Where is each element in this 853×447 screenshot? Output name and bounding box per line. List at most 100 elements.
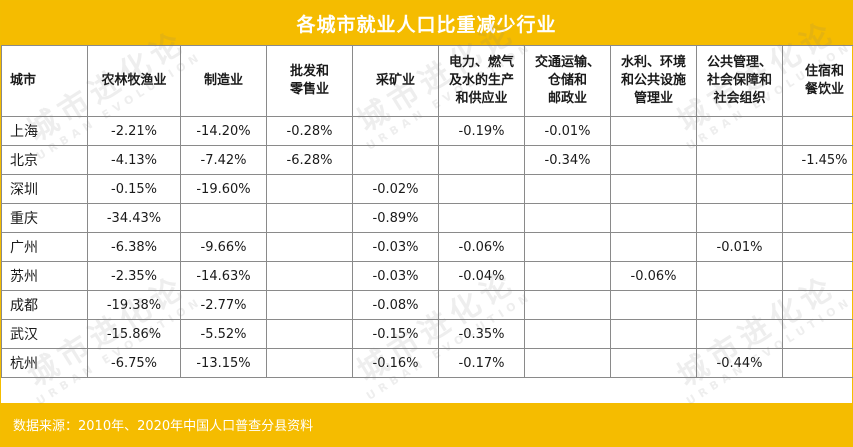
value-cell <box>782 261 853 291</box>
table-row: 北京 -4.13% -7.42% -6.28% -0.34% -1.45% <box>1 145 853 175</box>
table-row: 上海 -2.21% -14.20% -0.28% -0.19% -0.01% <box>1 116 853 146</box>
value-cell: -34.43% <box>87 203 181 233</box>
value-cell: -2.35% <box>87 261 181 291</box>
value-cell <box>266 174 353 204</box>
value-cell: -14.63% <box>180 261 267 291</box>
value-cell: -0.06% <box>438 232 525 262</box>
value-cell <box>438 290 525 320</box>
value-cell <box>610 348 697 378</box>
value-cell <box>696 203 783 233</box>
value-cell <box>696 174 783 204</box>
value-cell: -4.13% <box>87 145 181 175</box>
header-transport: 交通运输、 仓储和 邮政业 <box>524 45 611 117</box>
value-cell: -0.44% <box>696 348 783 378</box>
value-cell: -19.60% <box>180 174 267 204</box>
table-row: 武汉 -15.86% -5.52% -0.15% -0.35% <box>1 319 853 349</box>
value-cell: -0.01% <box>524 116 611 146</box>
value-cell <box>352 145 439 175</box>
value-cell <box>610 290 697 320</box>
header-accommodation-food: 住宿和 餐饮业 <box>782 45 853 117</box>
header-utilities: 电力、燃气 及水的生产 和供应业 <box>438 45 525 117</box>
value-cell <box>266 261 353 291</box>
header-agriculture: 农林牧渔业 <box>87 45 181 117</box>
value-cell: -6.38% <box>87 232 181 262</box>
table-row: 杭州 -6.75% -13.15% -0.16% -0.17% -0.44% <box>1 348 853 378</box>
value-cell <box>610 232 697 262</box>
header-mining: 采矿业 <box>352 45 439 117</box>
value-cell: -15.86% <box>87 319 181 349</box>
city-name: 广州 <box>1 232 88 262</box>
value-cell <box>524 203 611 233</box>
city-name: 苏州 <box>1 261 88 291</box>
value-cell <box>782 116 853 146</box>
value-cell <box>524 319 611 349</box>
value-cell <box>266 203 353 233</box>
value-cell: -13.15% <box>180 348 267 378</box>
value-cell <box>696 116 783 146</box>
value-cell: -0.28% <box>266 116 353 146</box>
value-cell: -0.06% <box>610 261 697 291</box>
table-row: 深圳 -0.15% -19.60% -0.02% <box>1 174 853 204</box>
header-city: 城市 <box>1 45 88 117</box>
value-cell: -0.15% <box>87 174 181 204</box>
value-cell <box>266 290 353 320</box>
value-cell <box>782 290 853 320</box>
header-manufacturing: 制造业 <box>180 45 267 117</box>
value-cell: -0.04% <box>438 261 525 291</box>
table-row: 苏州 -2.35% -14.63% -0.03% -0.04% -0.06% <box>1 261 853 291</box>
value-cell: -1.45% <box>782 145 853 175</box>
city-name: 北京 <box>1 145 88 175</box>
value-cell <box>782 203 853 233</box>
value-cell <box>610 145 697 175</box>
city-name: 重庆 <box>1 203 88 233</box>
value-cell <box>524 232 611 262</box>
value-cell <box>782 319 853 349</box>
value-cell <box>696 319 783 349</box>
value-cell <box>524 348 611 378</box>
value-cell: -0.16% <box>352 348 439 378</box>
city-name: 武汉 <box>1 319 88 349</box>
value-cell: -0.08% <box>352 290 439 320</box>
value-cell <box>266 232 353 262</box>
value-cell: -0.03% <box>352 232 439 262</box>
value-cell <box>696 145 783 175</box>
source-note: 数据来源：2010年、2020年中国人口普查分县资料 <box>1 403 852 446</box>
value-cell: -0.19% <box>438 116 525 146</box>
value-cell: -14.20% <box>180 116 267 146</box>
header-row: 城市 农林牧渔业 制造业 批发和 零售业 采矿业 电力、燃气 及水的生产 和供应… <box>1 45 853 117</box>
value-cell <box>782 174 853 204</box>
value-cell <box>180 203 267 233</box>
value-cell <box>696 261 783 291</box>
value-cell <box>782 232 853 262</box>
city-name: 上海 <box>1 116 88 146</box>
header-wholesale-retail: 批发和 零售业 <box>266 45 353 117</box>
value-cell <box>610 174 697 204</box>
value-cell <box>266 348 353 378</box>
value-cell: -0.89% <box>352 203 439 233</box>
value-cell <box>610 116 697 146</box>
value-cell <box>610 319 697 349</box>
value-cell: -0.15% <box>352 319 439 349</box>
value-cell: -0.34% <box>524 145 611 175</box>
value-cell <box>438 203 525 233</box>
header-water-environment: 水利、环境 和公共设施 管理业 <box>610 45 697 117</box>
value-cell <box>524 290 611 320</box>
value-cell: -0.35% <box>438 319 525 349</box>
table-row: 成都 -19.38% -2.77% -0.08% <box>1 290 853 320</box>
value-cell: -6.75% <box>87 348 181 378</box>
value-cell <box>266 319 353 349</box>
value-cell: -0.17% <box>438 348 525 378</box>
industry-table: 城市 农林牧渔业 制造业 批发和 零售业 采矿业 电力、燃气 及水的生产 和供应… <box>1 45 853 378</box>
table-title: 各城市就业人口比重减少行业 <box>1 1 852 45</box>
value-cell <box>438 145 525 175</box>
value-cell: -6.28% <box>266 145 353 175</box>
value-cell <box>524 174 611 204</box>
value-cell: -7.42% <box>180 145 267 175</box>
value-cell: -2.21% <box>87 116 181 146</box>
value-cell <box>610 203 697 233</box>
table-row: 重庆 -34.43% -0.89% <box>1 203 853 233</box>
city-name: 成都 <box>1 290 88 320</box>
city-name: 深圳 <box>1 174 88 204</box>
value-cell <box>352 116 439 146</box>
